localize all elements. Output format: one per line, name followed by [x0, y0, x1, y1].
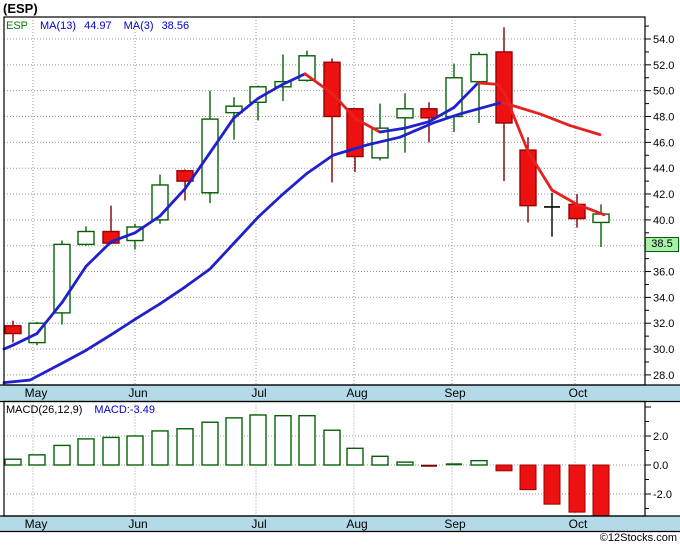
price-tick-label: 42.0: [653, 189, 674, 201]
month-label: May: [25, 517, 48, 531]
month-label: Jun: [128, 386, 147, 400]
gridlines: [4, 17, 645, 516]
month-label: Oct: [569, 386, 588, 400]
price-tick-label: 34.0: [653, 292, 674, 304]
macd-tick-label: 2.0: [653, 431, 668, 443]
macd-params-label: MACD(26,12,9): [6, 404, 83, 416]
price-tick-label: 36.0: [653, 267, 674, 279]
price-tick-label: 48.0: [653, 112, 674, 124]
macd-axis: 2.0 0.0 -2.0: [645, 406, 672, 509]
ma13-label: MA(13): [40, 20, 77, 32]
watermark-brand: ©12Stocks.com: [599, 532, 677, 544]
month-label: Jun: [128, 517, 147, 531]
price-tick-label: 30.0: [653, 344, 674, 356]
month-label: May: [25, 386, 48, 400]
price-tick-label: 28.0: [653, 370, 674, 382]
price-tick-label: 46.0: [653, 137, 674, 149]
page-title: (ESP): [3, 1, 38, 16]
ma13-line: [2, 100, 602, 385]
candlesticks: [4, 27, 610, 346]
price-tick-label: 40.0: [653, 215, 674, 227]
macd-histogram: [4, 414, 610, 517]
main-chart-legend: ESP MA(13) 44.97 MA(3) 38.56: [6, 20, 201, 32]
price-tick-label: 32.0: [653, 318, 674, 330]
month-label: Sep: [444, 517, 466, 531]
month-label: Aug: [346, 386, 367, 400]
price-tick-label: 50.0: [653, 86, 674, 98]
ma3-value: 38.56: [161, 20, 190, 32]
month-label: Aug: [346, 517, 367, 531]
last-price-badge: 38.5: [645, 237, 679, 252]
symbol-label: ESP: [6, 20, 29, 32]
macd-tick-label: 0.0: [653, 460, 668, 472]
month-label: Jul: [251, 517, 266, 531]
price-tick-label: 54.0: [653, 34, 674, 46]
price-tick-label: 52.0: [653, 60, 674, 72]
macd-value: MACD:-3.49: [94, 404, 155, 416]
macd-tick-label: -2.0: [653, 489, 672, 501]
price-tick-label: 44.0: [653, 163, 674, 175]
panel-frames: [3, 16, 646, 517]
macd-legend: MACD(26,12,9) MACD:-3.49: [6, 404, 155, 416]
ma13-value: 44.97: [84, 20, 112, 32]
price-axis: 28.0 30.0 32.0 34.0 36.0 40.0 42.0 44.0 46.0 48.0…: [645, 25, 674, 382]
month-label: Jul: [251, 386, 266, 400]
ma3-label: MA(3): [123, 20, 154, 32]
ma3-line: [2, 72, 606, 351]
month-strips: May Jun Jul Aug Sep Oct May Jun Jul Aug Sep Oct: [0, 384, 680, 533]
month-label: Sep: [444, 386, 466, 400]
month-label: Oct: [569, 517, 588, 531]
